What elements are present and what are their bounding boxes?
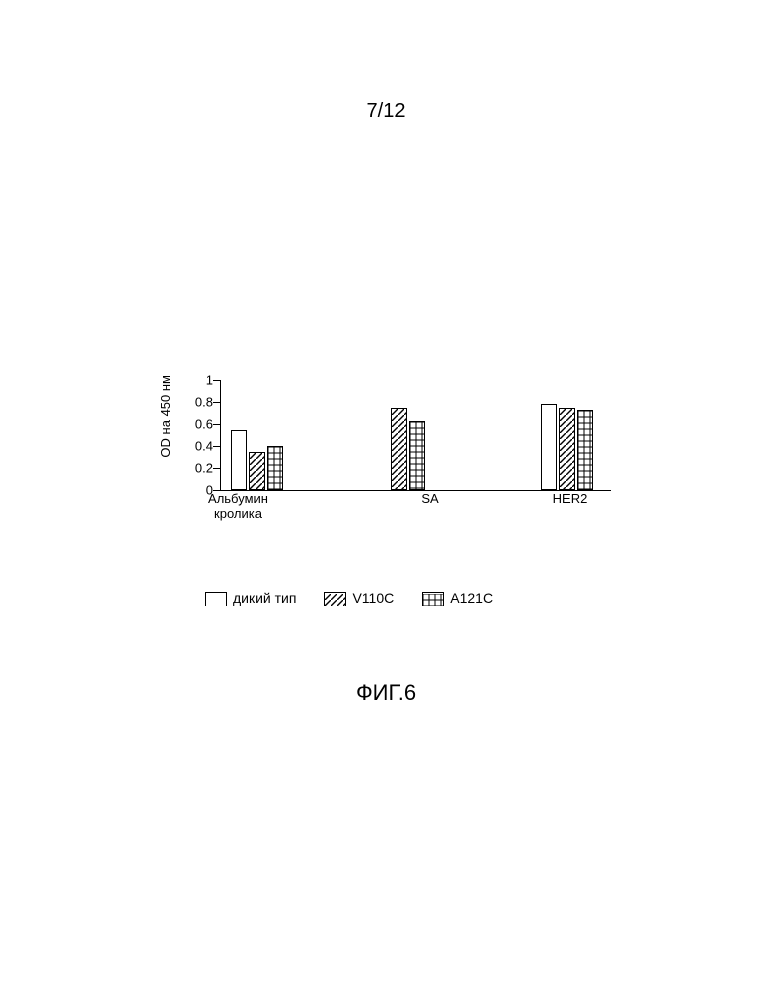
bar-group	[391, 408, 425, 491]
page: 7/12 OD на 450 нм 00.20.40.60.81Альбумин…	[0, 0, 772, 999]
figure-caption: ФИГ.6	[0, 680, 772, 706]
bar	[231, 430, 247, 491]
bar-chart: OD на 450 нм 00.20.40.60.81Альбуминкроли…	[150, 380, 610, 580]
y-axis-label: OD на 450 нм	[158, 375, 173, 458]
y-tick-label: 0.8	[179, 395, 213, 410]
bar	[249, 452, 265, 491]
x-axis-label: HER2	[510, 492, 630, 507]
legend-label: дикий тип	[233, 590, 296, 606]
legend-item: V110C	[324, 590, 394, 606]
legend-item: A121C	[422, 590, 493, 606]
bar	[409, 421, 425, 490]
y-tick-label: 0.2	[179, 461, 213, 476]
y-tick-label: 0.6	[179, 417, 213, 432]
legend-item: дикий тип	[205, 590, 296, 606]
y-tick-label: 1	[179, 373, 213, 388]
bar	[541, 404, 557, 490]
bar	[267, 446, 283, 490]
bar-group	[541, 404, 593, 490]
bar	[391, 408, 407, 491]
legend-swatch	[324, 592, 346, 606]
legend-label: A121C	[450, 590, 493, 606]
x-axis-label: SA	[370, 492, 490, 507]
bar	[577, 410, 593, 490]
y-tick-label: 0.4	[179, 439, 213, 454]
x-axis-label: Альбуминкролика	[178, 492, 298, 522]
page-number: 7/12	[0, 100, 772, 123]
legend-swatch	[422, 592, 444, 606]
legend-label: V110C	[352, 590, 394, 606]
plot-area: 00.20.40.60.81АльбуминкроликаSAHER2	[220, 380, 611, 491]
bar-group	[231, 430, 283, 491]
legend: дикий тип V110C A121C	[205, 590, 493, 606]
bar	[559, 408, 575, 491]
legend-swatch	[205, 592, 227, 606]
